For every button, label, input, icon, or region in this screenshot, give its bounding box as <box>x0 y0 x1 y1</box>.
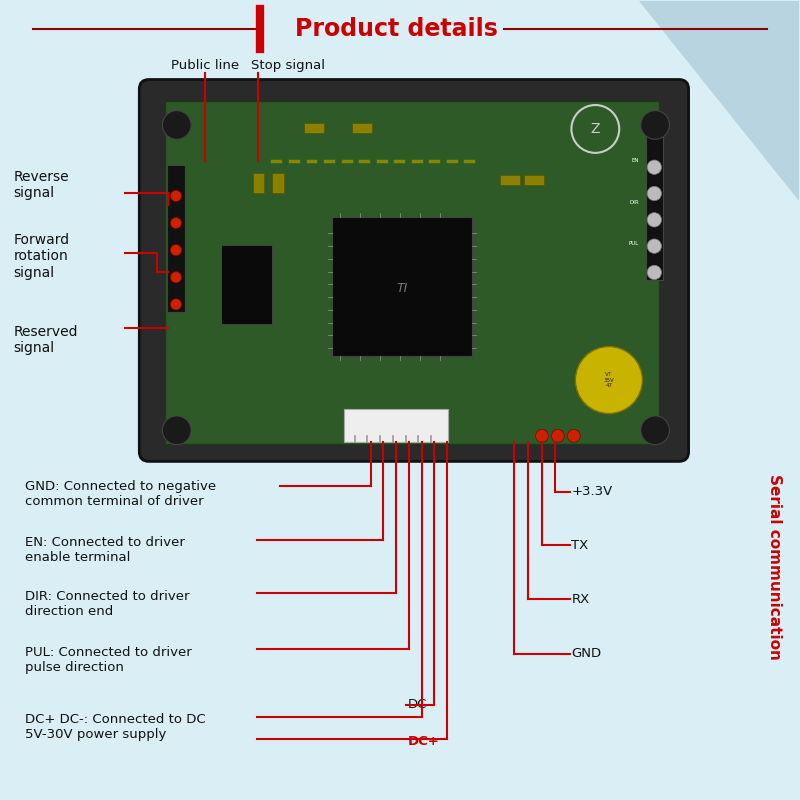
Text: EN: Connected to driver
enable terminal: EN: Connected to driver enable terminal <box>26 535 185 563</box>
Circle shape <box>170 190 182 202</box>
Bar <box>523 175 543 185</box>
Circle shape <box>170 272 182 283</box>
Text: DC-: DC- <box>408 698 432 711</box>
Bar <box>253 173 265 193</box>
Text: DC+: DC+ <box>408 734 440 748</box>
Text: Stop signal: Stop signal <box>251 58 326 71</box>
Text: GND: Connected to negative
common terminal of driver: GND: Connected to negative common termin… <box>26 480 217 508</box>
Bar <box>332 217 472 356</box>
Text: Forward
rotation
signal: Forward rotation signal <box>14 234 70 280</box>
Text: PUL: PUL <box>629 242 639 246</box>
Bar <box>167 165 185 312</box>
Circle shape <box>641 110 670 139</box>
Text: GND: GND <box>571 647 602 660</box>
Circle shape <box>647 266 662 280</box>
Text: DIR: DIR <box>630 200 639 205</box>
Circle shape <box>162 416 191 445</box>
Circle shape <box>162 110 191 139</box>
Text: TX: TX <box>571 538 589 551</box>
Bar <box>352 123 372 133</box>
Circle shape <box>170 245 182 256</box>
Circle shape <box>641 416 670 445</box>
Circle shape <box>535 430 548 442</box>
Text: RX: RX <box>571 593 590 606</box>
Text: Product details: Product details <box>294 18 498 42</box>
FancyBboxPatch shape <box>139 79 689 462</box>
Bar <box>304 123 324 133</box>
Circle shape <box>647 213 662 227</box>
Circle shape <box>647 160 662 174</box>
Text: DC+ DC-: Connected to DC
5V-30V power supply: DC+ DC-: Connected to DC 5V-30V power su… <box>26 713 206 741</box>
Text: Serial communication: Serial communication <box>767 474 782 660</box>
Circle shape <box>647 239 662 254</box>
Circle shape <box>170 298 182 310</box>
Text: TI: TI <box>397 282 408 295</box>
Text: PUL: Connected to driver
pulse direction: PUL: Connected to driver pulse direction <box>26 646 192 674</box>
Bar <box>646 133 663 281</box>
Bar <box>165 101 659 444</box>
Circle shape <box>170 218 182 229</box>
Polygon shape <box>639 2 798 201</box>
Circle shape <box>647 186 662 201</box>
Text: EN: EN <box>632 158 639 163</box>
Text: Public line: Public line <box>170 58 238 71</box>
Bar <box>500 175 519 185</box>
Text: +3.3V: +3.3V <box>571 485 613 498</box>
Text: Reserved
signal: Reserved signal <box>14 325 78 355</box>
Bar <box>273 173 285 193</box>
Text: Z: Z <box>590 122 600 136</box>
Circle shape <box>551 430 564 442</box>
Text: DIR: Connected to driver
direction end: DIR: Connected to driver direction end <box>26 590 190 618</box>
Text: VT
35V
47: VT 35V 47 <box>603 372 614 388</box>
Text: Reverse
signal: Reverse signal <box>14 170 69 200</box>
Bar <box>221 245 273 324</box>
Circle shape <box>575 346 642 414</box>
Circle shape <box>567 430 580 442</box>
Bar <box>344 409 448 442</box>
